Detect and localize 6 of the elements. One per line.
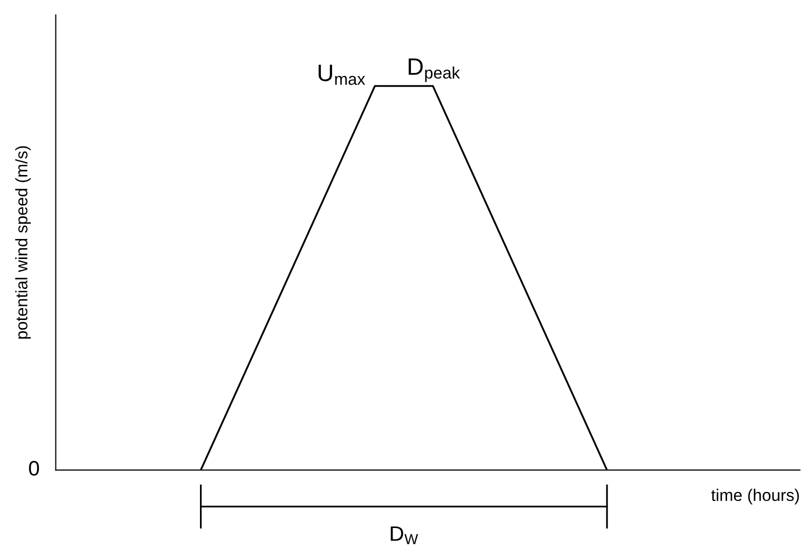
text: D$_{W}$ bbox=[390, 526, 418, 544]
text: 0 bbox=[29, 460, 39, 476]
text: D$_{peak}$ bbox=[408, 58, 460, 82]
x-axis-title: time (hours) bbox=[711, 488, 799, 504]
text: U$_{max}$ bbox=[318, 64, 366, 85]
y-axis-title: potential wind speed (m/s) bbox=[15, 146, 31, 339]
